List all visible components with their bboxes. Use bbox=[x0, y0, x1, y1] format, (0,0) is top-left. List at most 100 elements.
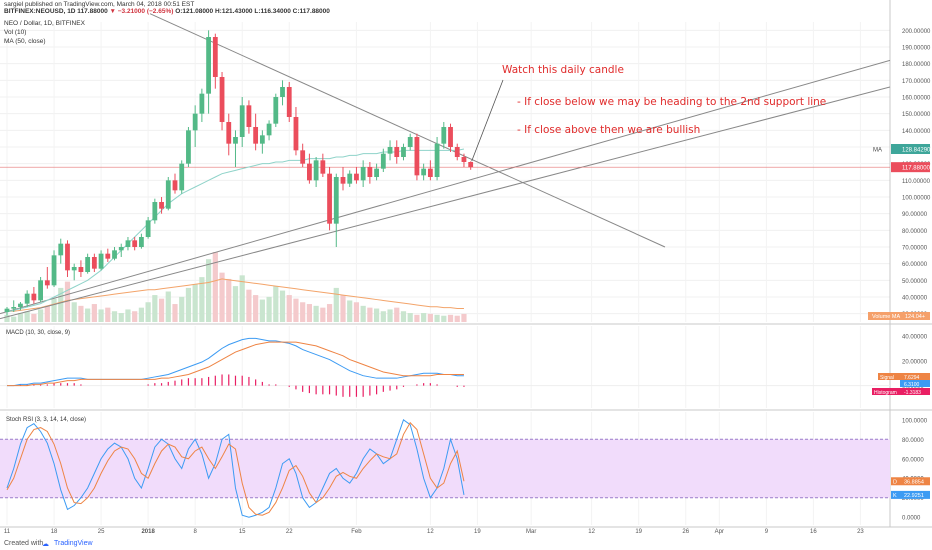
volume-bar bbox=[407, 313, 413, 322]
volume-bar bbox=[333, 287, 339, 322]
volume-bar bbox=[71, 302, 77, 322]
candle-body bbox=[132, 240, 138, 247]
macd-hist-value: -1.3183 bbox=[904, 390, 921, 396]
candle-body bbox=[266, 123, 272, 136]
candle-body bbox=[31, 293, 37, 301]
candle-body bbox=[125, 240, 131, 247]
candle-body bbox=[293, 117, 299, 151]
x-tick-label: 9 bbox=[765, 529, 769, 535]
candle-body bbox=[347, 173, 353, 184]
resistance-trendline bbox=[149, 13, 666, 248]
volume-bar bbox=[353, 302, 360, 322]
macd-signal-line bbox=[7, 341, 464, 387]
candle-body bbox=[212, 37, 218, 77]
vol-indicator-label[interactable]: Vol (10) bbox=[4, 29, 27, 36]
x-tick-label: 19 bbox=[635, 529, 642, 535]
x-tick-label: 18 bbox=[51, 529, 58, 535]
candle-body bbox=[354, 173, 359, 181]
volume-bar bbox=[125, 309, 131, 322]
price-tick-label: 50.00000 bbox=[902, 279, 928, 285]
price-tick-label: 140.00000 bbox=[902, 129, 931, 135]
stoch-k-tag bbox=[891, 490, 930, 499]
volume-bar bbox=[38, 309, 44, 322]
price-tick-label: 100.00000 bbox=[902, 196, 931, 202]
volume-bar bbox=[306, 304, 312, 322]
macd-hist-tag bbox=[872, 388, 930, 395]
candle-body bbox=[219, 77, 225, 122]
volume-bar bbox=[132, 311, 138, 322]
tradingview-chart[interactable]: 200.00000190.00000180.00000170.00000160.… bbox=[0, 0, 932, 537]
x-tick-label: 23 bbox=[857, 529, 864, 535]
candle-body bbox=[286, 87, 292, 117]
stoch-d-line bbox=[6, 421, 465, 516]
volume-bar bbox=[387, 309, 393, 322]
candle-body bbox=[360, 167, 366, 181]
candle-body bbox=[239, 105, 245, 137]
candle-body bbox=[421, 168, 427, 176]
candle-body bbox=[461, 157, 467, 162]
candle-body bbox=[159, 202, 164, 209]
x-tick-label: 12 bbox=[588, 529, 595, 535]
volume-bar bbox=[447, 314, 454, 322]
x-tick-label: 26 bbox=[682, 529, 689, 535]
symbol-ohlc: O:121.08000 H:121.43000 L:116.34000 C:11… bbox=[173, 8, 330, 15]
candle-body bbox=[145, 220, 151, 237]
candle-body bbox=[448, 127, 453, 147]
price-tick-label: 90.00000 bbox=[902, 212, 928, 218]
x-tick-label: 11 bbox=[4, 529, 11, 535]
candle-body bbox=[206, 37, 211, 94]
volume-bar bbox=[374, 308, 380, 322]
volume-bar bbox=[98, 309, 104, 322]
candle-body bbox=[91, 257, 97, 269]
volume-bar bbox=[64, 281, 71, 322]
annotation-line-1: - If close below we may be heading to th… bbox=[517, 96, 827, 108]
ma-indicator-label[interactable]: MA (50, close) bbox=[4, 38, 46, 45]
candle-body bbox=[414, 137, 420, 176]
x-tick-label: 22 bbox=[286, 529, 293, 535]
volume-bar bbox=[185, 287, 192, 322]
macd-tick-label: 20.00000 bbox=[902, 359, 928, 365]
x-tick-label: 12 bbox=[427, 529, 434, 535]
candle-body bbox=[401, 147, 406, 157]
candle-body bbox=[380, 153, 386, 169]
tradingview-logo-icon: ☁ bbox=[42, 541, 49, 548]
volume-bar bbox=[24, 311, 30, 322]
volume-bar bbox=[347, 300, 353, 322]
candle-body bbox=[172, 180, 178, 191]
candle-body bbox=[226, 122, 232, 144]
candle-body bbox=[407, 137, 413, 147]
volume-bar bbox=[454, 315, 460, 322]
volume-bar bbox=[17, 313, 24, 322]
footer-brand[interactable]: TradingView bbox=[54, 540, 93, 547]
candle-body bbox=[179, 163, 185, 191]
price-tick-label: 80.00000 bbox=[902, 229, 928, 235]
volume-bar bbox=[300, 302, 306, 322]
candle-body bbox=[11, 307, 17, 309]
candle-body bbox=[454, 147, 460, 157]
macd-macd-line bbox=[7, 337, 464, 387]
candle-body bbox=[427, 168, 433, 177]
candle-body bbox=[118, 247, 124, 251]
candle-body bbox=[394, 147, 400, 157]
volume-bar bbox=[360, 305, 366, 322]
candle-body bbox=[313, 160, 319, 181]
volume-bar bbox=[279, 290, 286, 322]
macd-hist-label: Histogram bbox=[874, 390, 897, 396]
macd-value-tag bbox=[900, 380, 930, 387]
volume-bar bbox=[158, 298, 165, 322]
stoch-tick-label: 100.0000 bbox=[902, 418, 928, 424]
x-tick-label: Feb bbox=[351, 529, 362, 535]
candle-body bbox=[51, 255, 57, 286]
candle-body bbox=[139, 237, 144, 247]
volume-bar bbox=[105, 307, 111, 322]
volume-bar bbox=[219, 272, 225, 322]
price-label: 117.88000 bbox=[902, 166, 931, 172]
candle-body bbox=[165, 180, 171, 209]
volume-bar bbox=[313, 305, 319, 322]
price-tick-label: 190.00000 bbox=[902, 46, 931, 52]
volume-bar bbox=[226, 278, 232, 322]
candle-body bbox=[320, 160, 326, 174]
macd-signal-value: 7.6294 bbox=[904, 375, 920, 381]
annotation-arrow bbox=[471, 79, 504, 162]
x-tick-label: 25 bbox=[98, 529, 105, 535]
